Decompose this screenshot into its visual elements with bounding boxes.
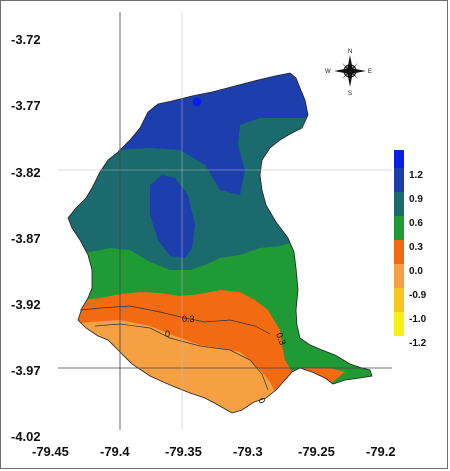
y-tick-label: -4.02 (11, 429, 41, 444)
y-tick-label: -3.72 (11, 32, 41, 47)
y-tick-label: -3.97 (11, 363, 41, 378)
y-tick-label: -3.77 (11, 98, 41, 113)
legend-label: 0.9 (409, 194, 423, 205)
y-tick-label: -3.92 (11, 297, 41, 312)
legend-label: -0.9 (409, 290, 427, 301)
legend-swatch (394, 240, 404, 264)
color-legend: 1.2 0.9 0.6 0.3 0.0 -0.9 -1.0 -1.2 (394, 150, 427, 349)
x-tick-label: -79.25 (298, 444, 335, 459)
x-tick-label: -79.45 (32, 444, 69, 459)
compass-s-label: S (348, 91, 352, 97)
legend-label: 0.6 (409, 218, 423, 229)
band-0.9-inner (150, 175, 195, 258)
contour-label-0a: 0 (165, 329, 170, 339)
legend-swatch (394, 150, 404, 168)
legend-label: -1.2 (409, 338, 427, 349)
contour-bands (68, 73, 372, 413)
legend-swatch (394, 264, 404, 288)
compass-w-label: W (325, 69, 331, 75)
legend-label: -1.0 (409, 314, 427, 325)
x-axis: -79.45 -79.4 -79.35 -79.3 -79.25 -79.2 (32, 444, 396, 459)
y-tick-label: -3.82 (11, 165, 41, 180)
x-tick-label: -79.35 (165, 444, 202, 459)
contour-line-0 (94, 323, 269, 391)
max-point-marker (192, 97, 202, 107)
y-axis: -3.72 -3.77 -3.82 -3.87 -3.92 -3.97 -4.0… (11, 32, 41, 444)
x-tick-label: -79.3 (233, 444, 263, 459)
legend-swatch (394, 168, 404, 192)
x-tick-label: -79.4 (100, 444, 130, 459)
compass-e-label: E (368, 69, 372, 75)
legend-label: 0.3 (409, 242, 423, 253)
y-tick-label: -3.87 (11, 231, 41, 246)
legend-swatch (394, 192, 404, 216)
legend-swatch (394, 216, 404, 240)
contour-label-0b: 0 (256, 396, 267, 405)
x-tick-label: -79.2 (366, 444, 396, 459)
legend-label: 0.0 (409, 266, 423, 277)
legend-label: 1.2 (409, 170, 423, 181)
contour-label-0.3b: 0.3 (274, 331, 288, 346)
compass-rose-icon: N S E W (325, 49, 372, 97)
legend-swatch (394, 288, 404, 312)
legend-swatch (394, 312, 404, 336)
contour-line-0.3 (79, 305, 271, 335)
region-outline (67, 72, 373, 414)
contour-label-0.3a: 0.3 (182, 314, 195, 324)
compass-n-label: N (348, 49, 352, 55)
